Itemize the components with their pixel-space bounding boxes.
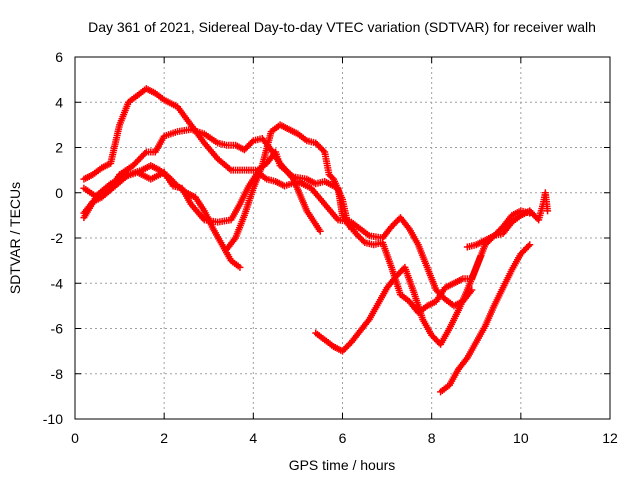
x-axis-label: GPS time / hours: [289, 457, 396, 473]
y-tick-label: 6: [55, 49, 63, 65]
data-point: [328, 174, 336, 182]
data-point: [544, 207, 552, 215]
x-tick-label: 0: [71, 430, 79, 446]
y-tick-label: 0: [55, 185, 63, 201]
x-tick-label: 8: [428, 430, 436, 446]
y-tick-label: 4: [55, 94, 63, 110]
x-tick-label: 6: [339, 430, 347, 446]
x-tick-label: 10: [513, 430, 529, 446]
data-point: [359, 237, 367, 245]
data-point: [524, 242, 532, 250]
data-point: [236, 263, 244, 271]
data-point: [141, 150, 149, 158]
y-axis-label: SDTVAR / TECUs: [7, 182, 23, 294]
y-tick-label: -2: [51, 230, 64, 246]
y-tick-labels: -10 -8 -6 -4 -2 0 2 4 6: [43, 49, 63, 427]
x-tick-label: 2: [160, 430, 168, 446]
y-tick-label: -4: [51, 275, 64, 291]
y-tick-label: 2: [55, 140, 63, 156]
data-point: [319, 147, 327, 155]
y-tick-label: -10: [43, 411, 63, 427]
x-tick-labels: 0 2 4 6 8 10 12: [71, 430, 618, 446]
x-tick-label: 4: [249, 430, 257, 446]
data-point: [316, 227, 324, 235]
data-points: [80, 85, 552, 396]
data-point: [526, 241, 534, 249]
axis-ticks: [74, 56, 611, 420]
data-point: [248, 138, 256, 146]
grid-lines: [75, 57, 610, 419]
x-tick-label: 12: [602, 430, 618, 446]
y-tick-label: -8: [51, 366, 64, 382]
y-tick-label: -6: [51, 321, 64, 337]
chart-title: Day 361 of 2021, Sidereal Day-to-day VTE…: [88, 19, 596, 35]
